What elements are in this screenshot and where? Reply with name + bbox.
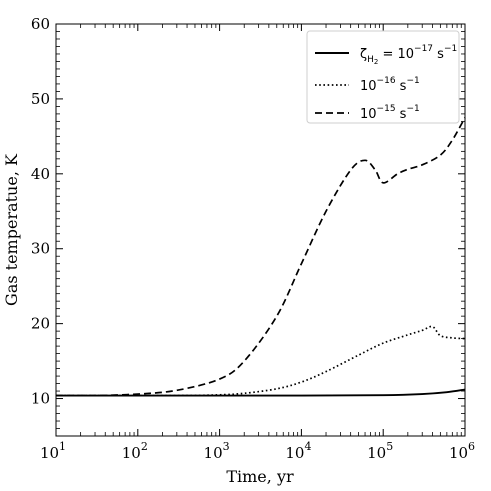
y-tick-label: 50 xyxy=(31,90,50,108)
x-tick-label: 105 xyxy=(367,440,393,462)
legend-entry-solid: ζH2 = 10−17 s−1 xyxy=(360,44,457,66)
y-axis-label: Gas temperatue, K xyxy=(2,153,21,306)
axes-layer xyxy=(55,23,466,437)
legend-box xyxy=(306,30,460,124)
ticks-layer: 101 102 103 104 105 106 10 20 30 40 50 60 xyxy=(31,15,475,462)
y-tick-label: 30 xyxy=(31,240,50,258)
x-axis-label: Time, yr xyxy=(226,467,294,486)
axes-frame xyxy=(55,23,466,437)
x-tick-label: 106 xyxy=(449,440,475,462)
series-line-dotted xyxy=(55,325,466,397)
series-layer xyxy=(55,117,466,397)
x-tick-label: 103 xyxy=(204,440,230,462)
x-tick-label: 104 xyxy=(285,440,311,462)
y-tick-label: 20 xyxy=(31,315,50,333)
y-tick-label: 40 xyxy=(31,165,50,183)
series-line-solid xyxy=(56,388,466,397)
y-tick-label: 10 xyxy=(31,390,50,408)
y-tick-label: 60 xyxy=(31,15,50,33)
x-tick-label: 101 xyxy=(40,440,66,462)
legend: ζH2 = 10−17 s−1 10−16 s−1 10−15 s−1 xyxy=(306,30,460,124)
legend-entry-dashed: 10−15 s−1 xyxy=(360,104,420,122)
legend-entry-dotted: 10−16 s−1 xyxy=(360,76,420,94)
series-line-dashed xyxy=(55,117,466,397)
x-tick-label: 102 xyxy=(122,440,148,462)
